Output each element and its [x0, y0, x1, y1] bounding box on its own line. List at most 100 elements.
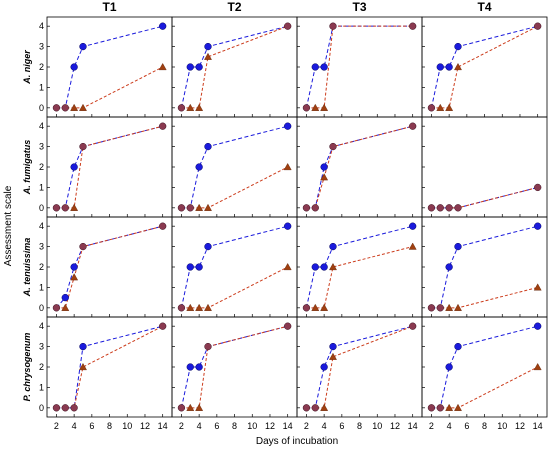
y-tick-label: 2 — [39, 262, 44, 272]
data-point-circle — [204, 142, 212, 151]
data-point-circle — [61, 293, 69, 302]
data-point-overlap — [329, 22, 337, 30]
data-point-circle — [70, 63, 78, 71]
data-point-triangle — [320, 303, 329, 311]
x-tick-label: 2 — [304, 421, 309, 431]
x-tick-label: 10 — [247, 421, 257, 431]
data-point-triangle — [186, 403, 195, 411]
data-point-overlap — [534, 183, 542, 192]
x-tick-label: 14 — [408, 421, 418, 431]
data-point-triangle — [70, 103, 79, 111]
data-point-overlap — [186, 204, 194, 212]
series-line-triangle — [56, 66, 163, 109]
row-label: A. fumigatus — [22, 140, 32, 196]
y-tick-labels: 0 1 2 3 4 0 1 2 3 4 0 1 2 3 4 0 1 2 3 4 — [39, 21, 44, 413]
data-point-overlap — [427, 304, 436, 312]
data-point-overlap — [302, 104, 311, 112]
data-point-triangle — [533, 362, 542, 371]
data-point-circle — [186, 63, 194, 71]
data-point-triangle — [311, 303, 320, 311]
data-point-triangle — [79, 103, 87, 111]
data-point-triangle — [436, 103, 445, 111]
y-tick-label: 3 — [39, 342, 44, 352]
panel-frame — [296, 316, 423, 418]
series-line-circle — [431, 325, 538, 409]
x-tick-label: 10 — [122, 421, 132, 431]
x-tick-label: 14 — [533, 421, 543, 431]
data-point-circle — [329, 242, 337, 251]
row-label: A. niger — [22, 50, 32, 85]
y-tick-label: 3 — [39, 42, 44, 52]
data-point-circle — [454, 242, 462, 251]
data-point-triangle — [70, 273, 79, 281]
y-tick-label: 1 — [39, 182, 44, 192]
panel — [421, 16, 548, 118]
data-point-overlap — [159, 122, 167, 130]
data-point-triangle — [445, 303, 454, 311]
x-tick-label: 12 — [515, 421, 525, 431]
data-point-overlap — [427, 204, 436, 212]
series-line-circle — [56, 25, 163, 109]
data-point-circle — [186, 363, 194, 371]
y-tick-label: 0 — [39, 103, 44, 113]
data-point-overlap — [52, 204, 61, 212]
data-point-overlap — [177, 304, 186, 312]
panel — [171, 116, 298, 218]
data-point-overlap — [311, 204, 319, 212]
data-point-triangle — [329, 262, 337, 271]
data-point-triangle — [320, 403, 329, 411]
x-tick-label: 12 — [265, 421, 275, 431]
series-line-triangle — [306, 246, 413, 309]
series-line-circle — [56, 325, 163, 409]
data-point-overlap — [79, 142, 87, 151]
y-tick-label: 4 — [39, 221, 44, 231]
data-point-circle — [284, 222, 292, 230]
panel-frame — [296, 116, 423, 218]
x-tick-label: 12 — [390, 421, 400, 431]
column-title-t3: T3 — [352, 0, 366, 14]
series-line-circle — [180, 225, 288, 308]
data-point-circle — [445, 363, 453, 371]
x-tick-label: 8 — [357, 421, 362, 431]
column-title-t2: T2 — [227, 0, 241, 14]
x-tick-label: 4 — [447, 421, 452, 431]
data-point-overlap — [61, 104, 69, 112]
y-tick-label: 4 — [39, 21, 44, 31]
data-point-overlap — [409, 122, 417, 130]
panel — [171, 16, 298, 118]
y-tick-label: 4 — [39, 321, 44, 331]
panel — [421, 216, 548, 318]
column-title-t1: T1 — [102, 0, 116, 14]
data-point-overlap — [409, 22, 417, 30]
data-point-overlap — [159, 222, 167, 230]
x-tick-label: 2 — [54, 421, 59, 431]
data-point-overlap — [302, 204, 311, 212]
series-line-circle — [305, 225, 413, 308]
series-line-circle — [181, 125, 288, 209]
y-tick-label: 0 — [39, 303, 44, 313]
panel-frame — [46, 316, 173, 418]
panel-frame — [171, 116, 298, 218]
x-tick-label: 4 — [72, 421, 77, 431]
data-point-circle — [159, 22, 167, 30]
y-tick-label: 2 — [39, 162, 44, 172]
data-point-triangle — [186, 103, 195, 111]
panel — [171, 216, 298, 318]
panel — [296, 16, 423, 118]
y-tick-label: 0 — [39, 403, 44, 413]
data-point-overlap — [534, 22, 542, 30]
data-point-overlap — [284, 22, 292, 30]
x-tick-labels: 2 4 6 8 10 12 14 2 4 6 8 10 12 14 2 4 6 8 10 12 14 2 4 6 8 10 12 14 — [54, 421, 543, 431]
panel-frame — [421, 316, 548, 418]
data-point-circle — [195, 363, 203, 371]
data-point-triangle — [158, 62, 167, 71]
data-point-circle — [436, 63, 444, 71]
series-line-circle — [431, 225, 538, 309]
data-point-triangle — [79, 362, 87, 371]
y-tick-label: 1 — [39, 82, 44, 92]
panel-frame — [46, 216, 173, 318]
data-point-circle — [311, 63, 319, 71]
data-point-triangle — [445, 403, 454, 411]
data-point-circle — [79, 342, 87, 351]
series-line-circle — [430, 25, 538, 108]
